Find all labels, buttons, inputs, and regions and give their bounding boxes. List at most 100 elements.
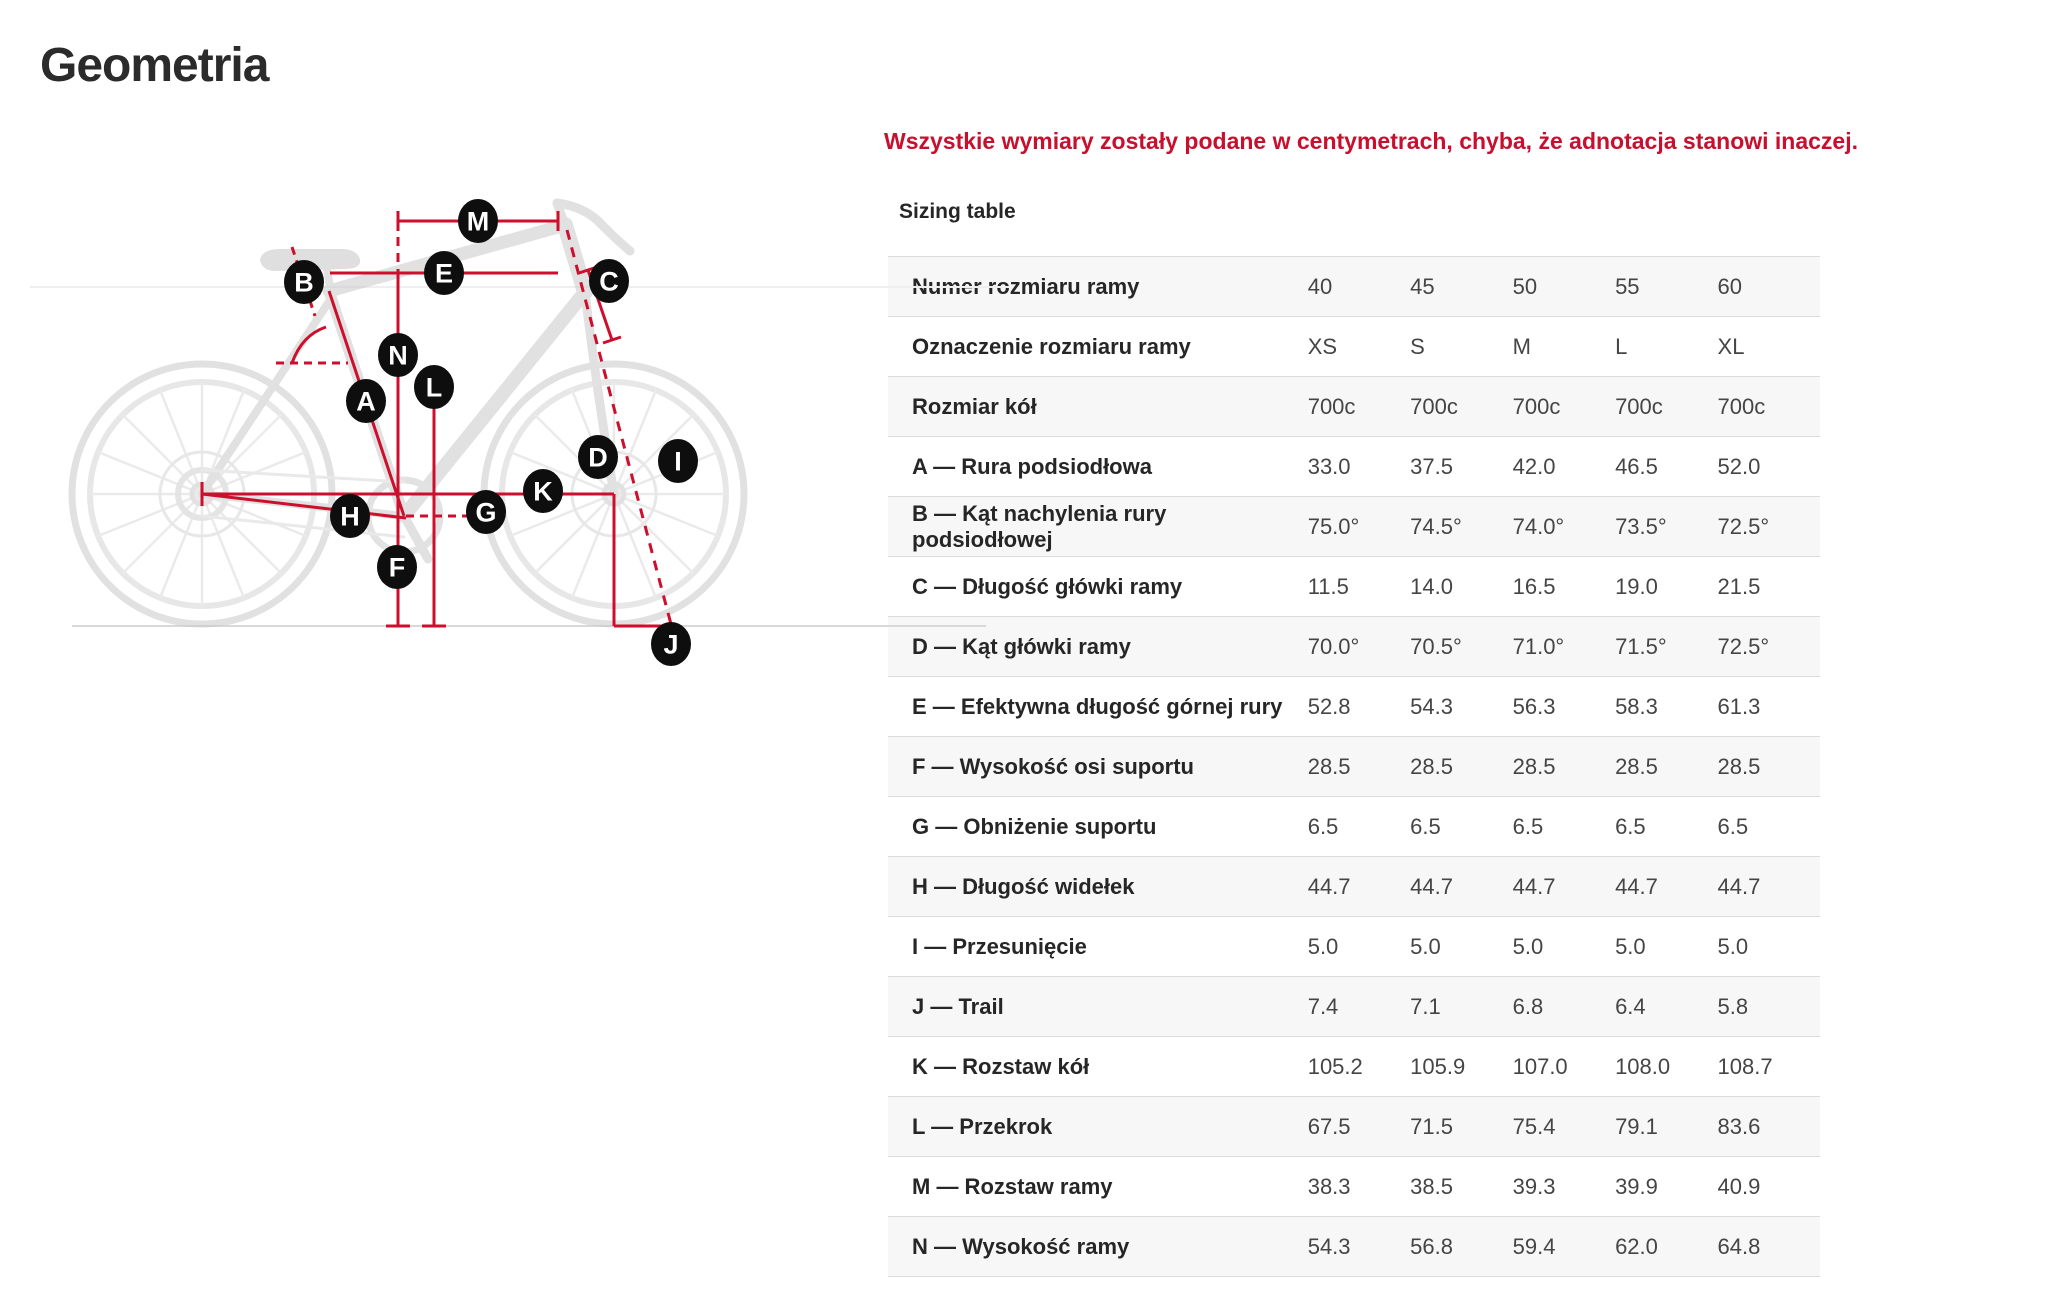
row-value: 46.5 <box>1615 453 1658 479</box>
row-value: 56.8 <box>1410 1233 1453 1259</box>
row-value: 6.4 <box>1615 993 1646 1019</box>
row-label: M — Rozstaw ramy <box>912 1173 1113 1199</box>
sizing-table: Numer rozmiaru ramy 40 45 50 55 60 Oznaczenie … <box>888 256 1820 1277</box>
svg-text:M: M <box>467 207 490 237</box>
row-label: G — Obniżenie suportu <box>912 813 1157 839</box>
row-value: 72.5° <box>1717 513 1770 539</box>
svg-text:G: G <box>475 498 496 528</box>
row-value: 44.7 <box>1410 873 1453 899</box>
row-value: 67.5 <box>1307 1113 1351 1139</box>
svg-text:K: K <box>533 477 553 507</box>
row-value: 52.0 <box>1717 453 1761 479</box>
row-value: 38.3 <box>1307 1173 1351 1199</box>
bike-diagram-svg: ME B C NA L D I K H G F J <box>30 198 1010 666</box>
table-row: E — Efektywna długość górnej rury 52.8 54.… <box>888 676 1820 737</box>
row-value: 40.9 <box>1717 1173 1761 1199</box>
marker-I: I <box>658 439 698 483</box>
row-value: 5.0 <box>1512 933 1544 959</box>
row-label: B — Kąt nachylenia rury podsiodłowej <box>912 500 1167 552</box>
marker-K: K <box>523 469 563 513</box>
row-value: 50 <box>1512 273 1538 299</box>
table-row: I — Przesunięcie 5.0 5.0 5.0 5.0 5.0 <box>888 916 1820 977</box>
saddle <box>260 249 361 271</box>
row-value: 5.0 <box>1410 933 1441 959</box>
row-label: Rozmiar kół <box>912 393 1037 419</box>
row-value: 71.5 <box>1410 1113 1453 1139</box>
row-label: F — Wysokość osi suportu <box>912 753 1194 779</box>
row-value: 5.0 <box>1717 933 1749 959</box>
row-value: 700c <box>1615 393 1663 419</box>
row-value: 108.7 <box>1717 1053 1773 1079</box>
table-row: L — Przekrok 67.5 71.5 75.4 79.1 83.6 <box>888 1096 1820 1157</box>
table-row: F — Wysokość osi suportu 28.5 28.5 28.5 28.5… <box>888 736 1820 797</box>
row-value: L <box>1615 333 1628 359</box>
row-value: 44.7 <box>1615 873 1658 899</box>
row-value: 700c <box>1512 393 1561 419</box>
row-value: 28.5 <box>1717 753 1761 779</box>
table-row: K — Rozstaw kół 105.2 105.9 107.0 108.0 108.7 <box>888 1036 1820 1097</box>
marker-N: N <box>378 333 418 377</box>
svg-text:I: I <box>674 447 682 477</box>
units-note: Wszystkie wymiary zostały podane w centy… <box>884 128 1859 154</box>
row-value: 54.3 <box>1307 1233 1351 1259</box>
row-label: K — Rozstaw kół <box>912 1053 1090 1079</box>
row-value: 74.5° <box>1410 513 1462 539</box>
row-value: 71.5° <box>1615 633 1667 659</box>
row-value: 6.8 <box>1512 993 1544 1019</box>
table-row: Oznaczenie rozmiaru ramy XS S M L XL <box>888 316 1820 377</box>
row-label: N — Wysokość ramy <box>912 1233 1130 1259</box>
row-value: 16.5 <box>1512 573 1556 599</box>
row-value: 7.4 <box>1307 993 1339 1019</box>
marker-L: L <box>414 365 454 409</box>
row-value: 52.8 <box>1307 693 1351 719</box>
row-value: 6.5 <box>1512 813 1544 839</box>
row-value: 79.1 <box>1615 1113 1658 1139</box>
row-value: 38.5 <box>1410 1173 1453 1199</box>
row-value: 28.5 <box>1410 753 1453 779</box>
row-label: L — Przekrok <box>912 1113 1053 1139</box>
table-row: D — Kąt główki ramy 70.0° 70.5° 71.0° 71.5° 7… <box>888 616 1820 677</box>
row-value: 105.9 <box>1410 1053 1466 1079</box>
svg-text:D: D <box>588 443 608 473</box>
row-value: 45 <box>1410 273 1435 299</box>
marker-F: F <box>377 545 417 589</box>
row-value: 71.0° <box>1512 633 1565 659</box>
table-row: A — Rura podsiodłowa 33.0 37.5 42.0 46.5 52.0 <box>888 436 1820 497</box>
row-label: C — Długość główki ramy <box>912 573 1183 599</box>
row-value: S <box>1410 333 1425 359</box>
row-value: 700c <box>1410 393 1458 419</box>
row-value: 21.5 <box>1717 573 1761 599</box>
marker-H: H <box>330 494 370 538</box>
row-value: 5.8 <box>1717 993 1749 1019</box>
marker-A: A <box>346 379 386 423</box>
letter-markers: ME B C NA L D I K H G F J <box>284 199 698 666</box>
marker-C: C <box>589 259 629 303</box>
row-label: H — Długość widełek <box>912 873 1135 899</box>
row-value: XS <box>1307 333 1338 359</box>
table-row: Rozmiar kół 700c 700c 700c 700c 700c <box>888 376 1820 437</box>
row-value: 62.0 <box>1615 1233 1658 1259</box>
row-value: 28.5 <box>1307 753 1351 779</box>
row-value: 54.3 <box>1410 693 1453 719</box>
svg-text:A: A <box>356 387 376 417</box>
row-value: XL <box>1717 333 1745 359</box>
table-row: G — Obniżenie suportu 6.5 6.5 6.5 6.5 6.5 <box>888 796 1820 857</box>
row-label: J — Trail <box>912 993 1004 1019</box>
row-value: 37.5 <box>1410 453 1453 479</box>
marker-E: E <box>424 251 464 295</box>
row-value: 74.0° <box>1512 513 1565 539</box>
row-value: 59.4 <box>1512 1233 1556 1259</box>
row-value: 75.0° <box>1307 513 1360 539</box>
row-label: Oznaczenie rozmiaru ramy <box>912 333 1191 359</box>
table-row: N — Wysokość ramy 54.3 56.8 59.4 62.0 64.8 <box>888 1216 1820 1277</box>
row-value: 39.3 <box>1512 1173 1556 1199</box>
row-value: 42.0 <box>1512 453 1556 479</box>
marker-G: G <box>466 490 506 534</box>
svg-text:H: H <box>340 502 360 532</box>
row-value: 7.1 <box>1410 993 1441 1019</box>
row-value: 6.5 <box>1410 813 1441 839</box>
table-row: Numer rozmiaru ramy 40 45 50 55 60 <box>888 256 1820 317</box>
marker-D: D <box>578 435 618 479</box>
row-value: M <box>1512 333 1531 359</box>
